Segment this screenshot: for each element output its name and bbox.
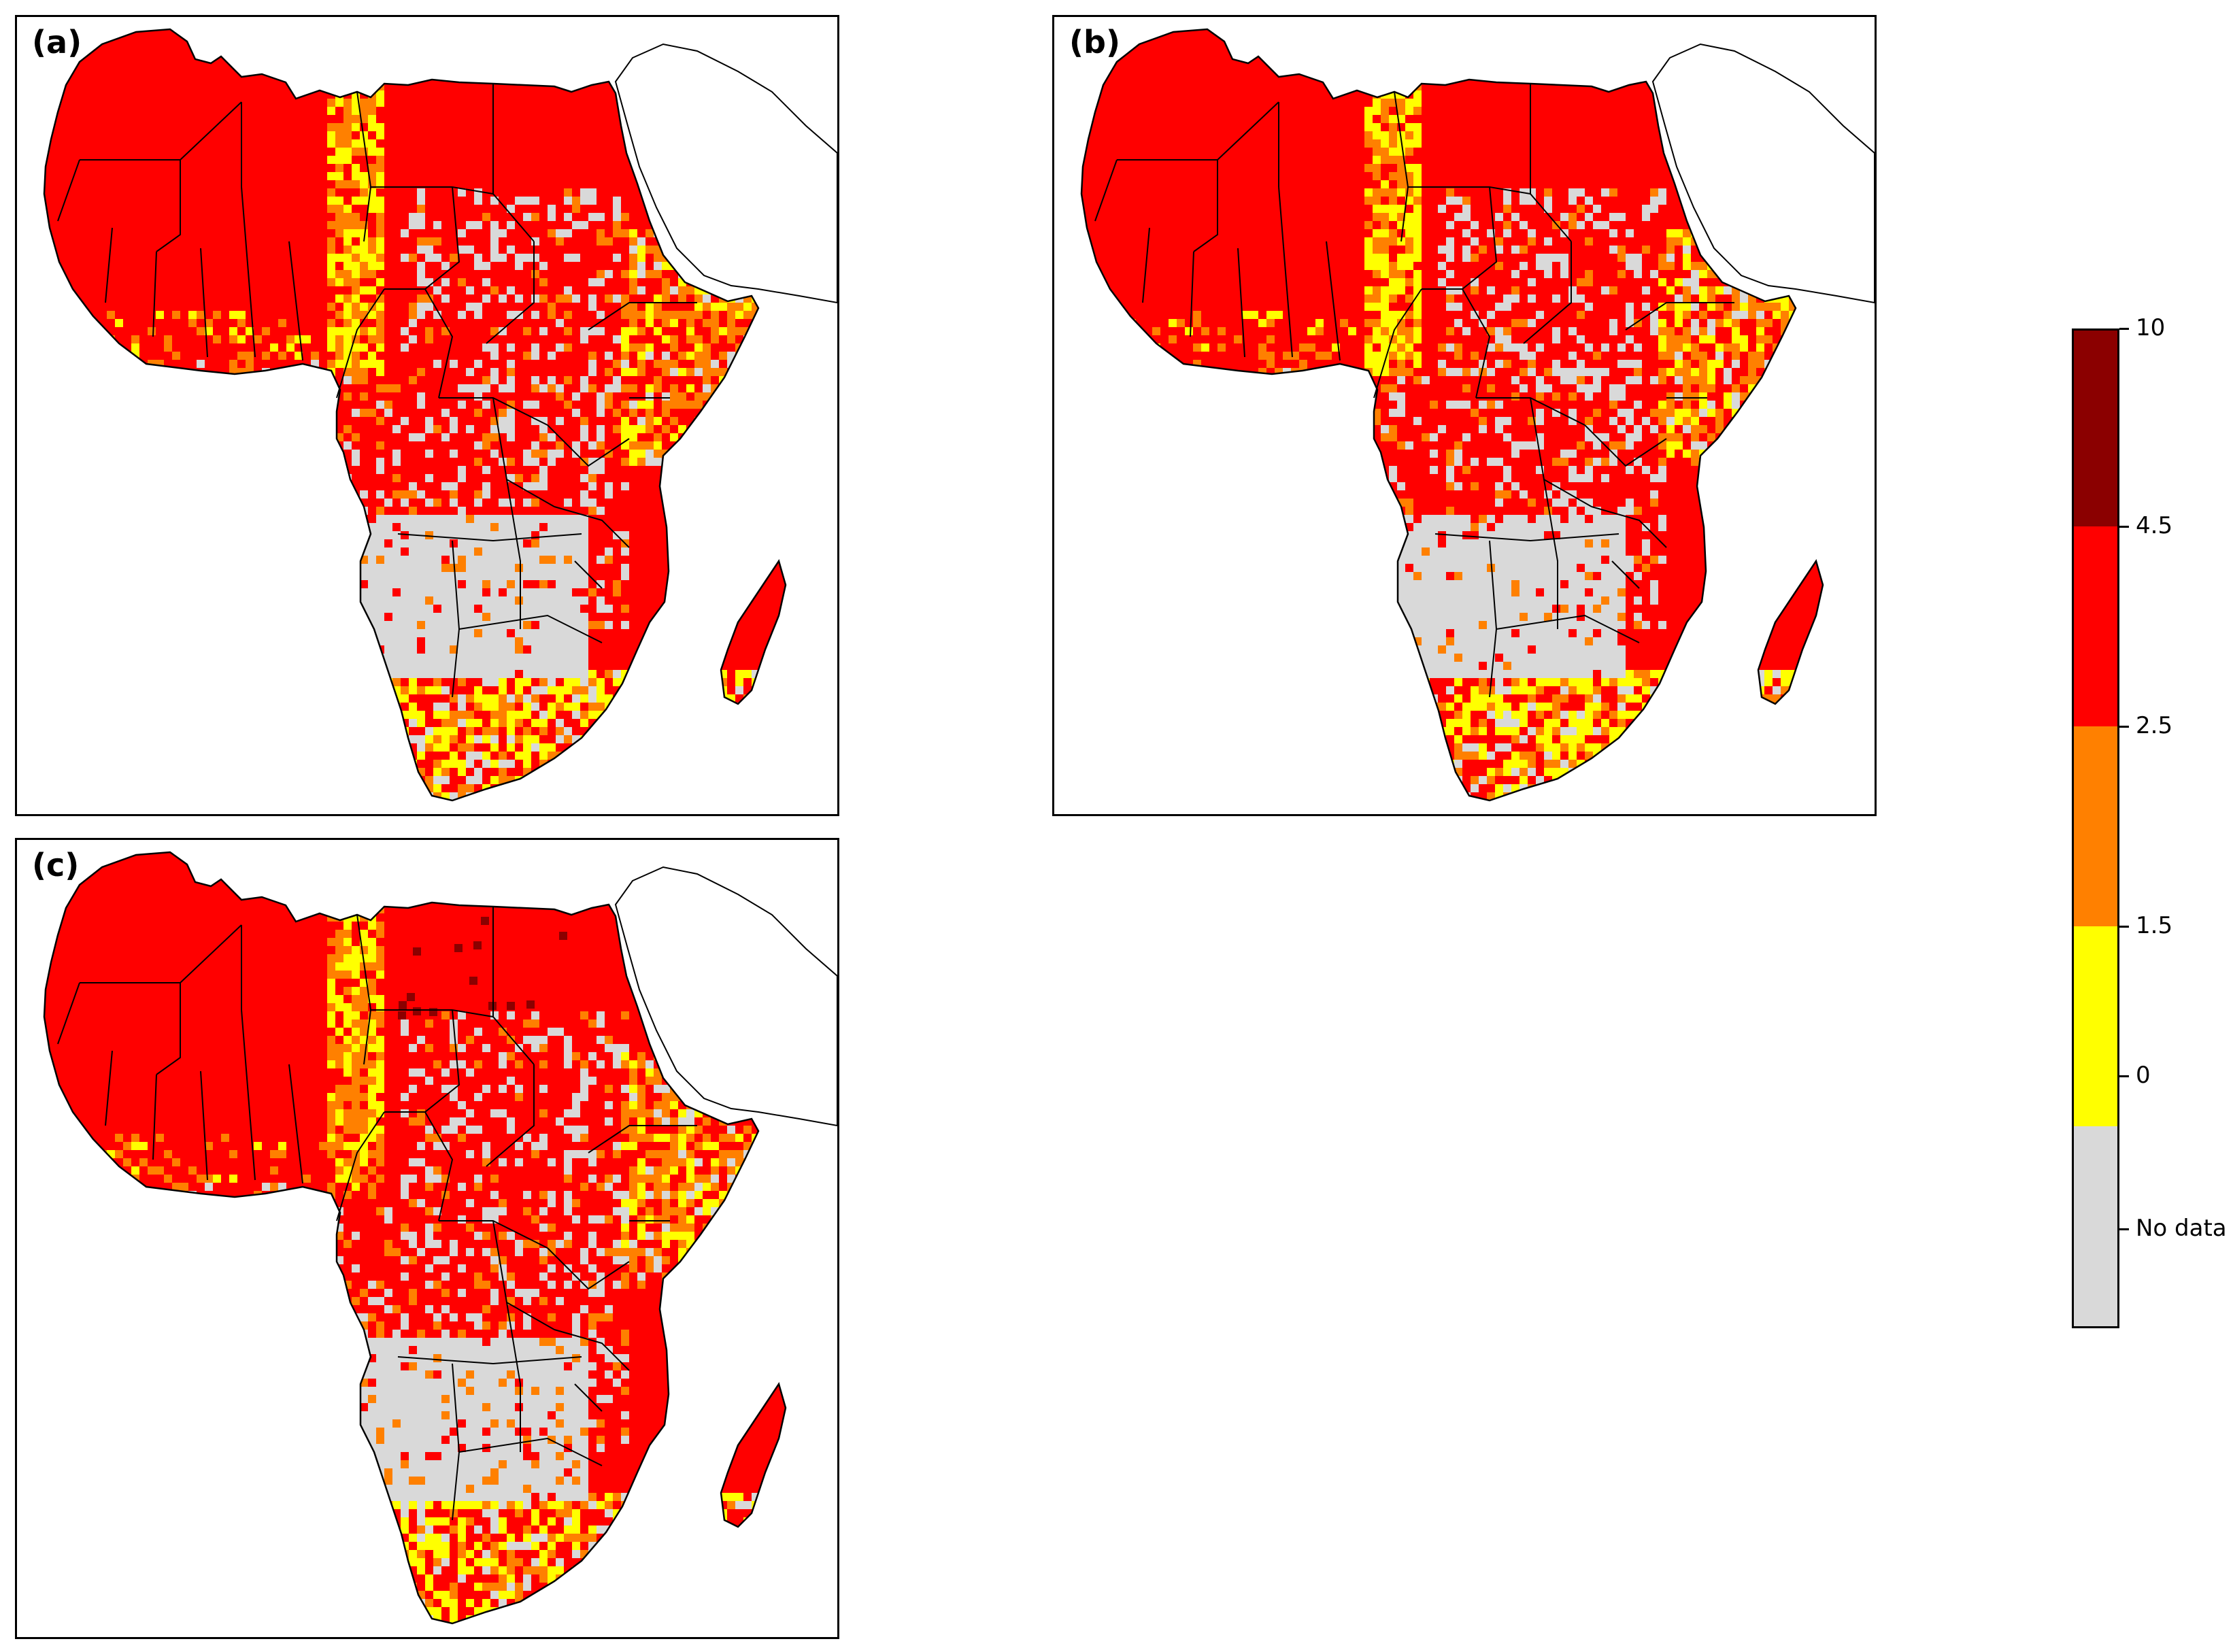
country-border bbox=[1237, 248, 1245, 358]
country-border bbox=[588, 302, 697, 331]
colorbar-label-high: 2.5 bbox=[2136, 712, 2173, 739]
country-border bbox=[152, 1074, 157, 1160]
country-border bbox=[458, 614, 603, 643]
country-border bbox=[1462, 288, 1491, 399]
arabia-outline bbox=[1651, 43, 1875, 304]
map-panel-b: (b) bbox=[1052, 15, 1877, 816]
country-border bbox=[241, 186, 256, 358]
country-border bbox=[1094, 159, 1118, 222]
country-border bbox=[424, 1111, 454, 1221]
country-border bbox=[1625, 302, 1734, 331]
country-border bbox=[1434, 533, 1619, 542]
africa-coastline bbox=[43, 851, 760, 1625]
africa-map-a bbox=[43, 28, 837, 802]
country-border bbox=[492, 84, 535, 242]
panel-label-a: (a) bbox=[32, 24, 82, 61]
country-border bbox=[1584, 424, 1667, 467]
country-border bbox=[336, 288, 385, 399]
country-border bbox=[384, 186, 460, 290]
colorbar-tick bbox=[2119, 328, 2129, 330]
country-border bbox=[1373, 288, 1422, 399]
country-border bbox=[156, 983, 181, 1075]
africa-coastline bbox=[1080, 28, 1797, 802]
country-border bbox=[288, 1064, 303, 1184]
country-border bbox=[1193, 160, 1218, 252]
country-border bbox=[574, 1383, 603, 1412]
madagascar-coastline bbox=[720, 1382, 787, 1528]
colorbar-label-nodata: No data bbox=[2136, 1215, 2227, 1242]
country-border bbox=[336, 1111, 385, 1221]
country-border bbox=[424, 288, 454, 399]
country-border bbox=[1591, 506, 1667, 548]
colorbar-tick bbox=[2119, 726, 2129, 728]
country-border bbox=[1278, 186, 1293, 358]
colorbar bbox=[2072, 328, 2119, 1328]
country-border bbox=[1190, 251, 1194, 337]
africa-map-b bbox=[1080, 28, 1875, 802]
country-border bbox=[241, 1009, 256, 1181]
africa-map-c bbox=[43, 851, 837, 1625]
country-border bbox=[547, 1247, 630, 1290]
country-border bbox=[288, 241, 303, 361]
country-border bbox=[105, 1050, 113, 1126]
colorbar-label-mid: 1.5 bbox=[2136, 912, 2173, 939]
country-border bbox=[57, 982, 80, 1045]
africa-coastline bbox=[43, 28, 760, 802]
country-border bbox=[57, 159, 80, 222]
colorbar-segment-high bbox=[2074, 526, 2117, 726]
colorbar-tick bbox=[2119, 926, 2129, 928]
map-panel-c: (c) bbox=[15, 838, 839, 1639]
colorbar-segment-mid bbox=[2074, 726, 2117, 926]
country-border bbox=[1611, 560, 1640, 589]
colorbar-tick bbox=[2119, 526, 2129, 528]
country-border bbox=[554, 506, 630, 548]
country-border bbox=[1326, 241, 1341, 361]
country-border bbox=[458, 1437, 603, 1466]
country-border bbox=[492, 907, 535, 1065]
country-border bbox=[200, 248, 208, 358]
colorbar-label-very-high: 4.5 bbox=[2136, 512, 2173, 539]
country-border bbox=[486, 1064, 535, 1167]
country-border bbox=[547, 424, 630, 467]
panel-label-c: (c) bbox=[32, 847, 80, 883]
panel-label-b: (b) bbox=[1069, 24, 1120, 61]
country-border bbox=[506, 479, 521, 629]
arabia-outline bbox=[614, 866, 837, 1127]
country-border bbox=[200, 1071, 208, 1181]
country-border bbox=[384, 1009, 460, 1113]
country-border bbox=[1543, 479, 1558, 629]
country-border bbox=[152, 251, 157, 337]
country-border bbox=[105, 227, 113, 303]
country-border bbox=[506, 1302, 521, 1452]
country-border bbox=[1422, 186, 1498, 290]
country-border bbox=[397, 1356, 582, 1365]
map-panel-a: (a) bbox=[15, 15, 839, 816]
colorbar-segment-low bbox=[2074, 926, 2117, 1126]
colorbar-label-low: 0 bbox=[2136, 1062, 2151, 1089]
colorbar-label-top: 10 bbox=[2136, 314, 2166, 341]
country-border bbox=[574, 560, 603, 589]
madagascar-coastline bbox=[720, 559, 787, 705]
country-border bbox=[486, 241, 535, 344]
country-border bbox=[554, 1329, 630, 1371]
colorbar-segment-very-high bbox=[2074, 331, 2117, 526]
country-border bbox=[1496, 614, 1640, 643]
colorbar-segment-nodata bbox=[2074, 1126, 2117, 1326]
country-border bbox=[1523, 241, 1572, 344]
country-border bbox=[1142, 227, 1150, 303]
colorbar-tick bbox=[2119, 1075, 2129, 1077]
colorbar-tick bbox=[2119, 1228, 2129, 1230]
country-border bbox=[397, 533, 582, 542]
arabia-outline bbox=[614, 43, 837, 304]
madagascar-coastline bbox=[1757, 559, 1824, 705]
country-border bbox=[1530, 84, 1572, 242]
country-border bbox=[588, 1125, 697, 1153]
country-border bbox=[156, 160, 181, 252]
